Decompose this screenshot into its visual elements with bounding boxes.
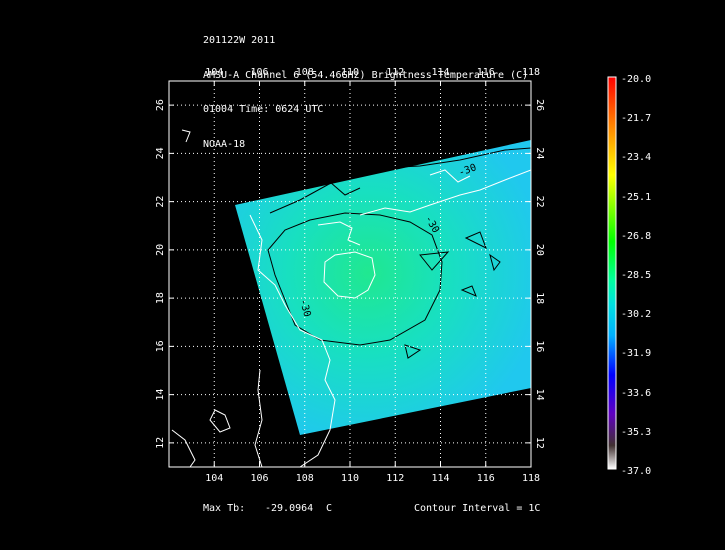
- lat-tick-label-left: 20: [155, 244, 166, 256]
- colorbar-label: -35.3: [621, 426, 652, 438]
- header-satellite: NOAA-18: [203, 138, 246, 150]
- colorbar-label: -30.2: [621, 309, 652, 321]
- lat-tick-label-right: 26: [534, 99, 545, 111]
- header-product: AMSU-A Channel 6 (54.46GHz) Brightness T…: [203, 69, 529, 81]
- lon-tick-label-bottom: 106: [250, 473, 268, 484]
- max-tb-unit: C: [326, 503, 333, 514]
- colorbar-label: -23.4: [621, 152, 652, 164]
- lon-tick-label-bottom: 110: [341, 473, 359, 484]
- lat-tick-label-right: 20: [534, 244, 545, 256]
- lon-tick-label-top: 108: [296, 67, 314, 78]
- axis-ticks: 104 104 106 106 108 108 110 110 112 112 114 114 116 1…: [155, 67, 545, 484]
- header: 201122W 2011 AMSU-A Channel 6 (54.46GHz)…: [203, 12, 528, 162]
- lat-tick-label-right: 18: [534, 292, 545, 304]
- contour-label: -30: [297, 298, 312, 318]
- max-tb-label: Max Tb:: [203, 503, 246, 514]
- lon-tick-label-bottom: 114: [431, 473, 449, 484]
- lon-tick-label-bottom: 104: [205, 473, 223, 484]
- lon-tick-label-top: 104: [205, 67, 223, 78]
- lat-lon-grid: [169, 81, 531, 467]
- lon-tick-label-top: 116: [477, 67, 495, 78]
- colorbar-label: -31.9: [621, 348, 652, 360]
- colorbar-label: -26.8: [621, 230, 652, 242]
- lon-tick-label-top: 106: [250, 67, 268, 78]
- brightness-temperature-swath: [235, 140, 531, 435]
- lon-tick-label-top: 118: [522, 67, 540, 78]
- contour-interval: Contour Interval = 1C: [414, 503, 541, 514]
- lon-tick-label-bottom: 118: [522, 473, 540, 484]
- lat-tick-label-right: 14: [534, 389, 545, 401]
- lon-tick-label-top: 114: [431, 67, 449, 78]
- lon-tick-label-top: 112: [386, 67, 404, 78]
- lat-tick-label-right: 16: [534, 340, 545, 352]
- header-time: 01004 Time: 0624 UTC: [203, 104, 324, 115]
- lat-tick-label-left: 24: [155, 147, 166, 159]
- lat-tick-label-left: 18: [155, 292, 166, 304]
- colorbar-label: -33.6: [621, 387, 652, 399]
- lon-tick-label-bottom: 112: [386, 473, 404, 484]
- colorbar: [607, 76, 617, 470]
- colorbar-label: -21.7: [621, 113, 652, 125]
- lon-tick-label-bottom: 116: [477, 473, 495, 484]
- header-title: 201122W 2011: [203, 35, 276, 46]
- lon-tick-label-top: 110: [341, 67, 359, 78]
- lon-tick-label-bottom: 108: [296, 473, 314, 484]
- lat-tick-label-left: 12: [155, 437, 166, 449]
- lat-tick-label-right: 12: [534, 437, 545, 449]
- colorbar-label: -28.5: [621, 270, 652, 281]
- colorbar-label: -20.0: [621, 74, 652, 85]
- lat-tick-label-right: 24: [534, 147, 545, 159]
- colorbar-label: -37.0: [621, 466, 652, 477]
- max-tb-value: -29.0964: [265, 503, 314, 514]
- lat-tick-label-left: 14: [155, 389, 166, 401]
- colorbar-label: -25.1: [621, 191, 652, 203]
- lat-tick-label-right: 22: [534, 196, 545, 208]
- lat-tick-label-left: 22: [155, 196, 166, 208]
- coastline: [171, 129, 531, 467]
- lat-tick-label-left: 16: [155, 340, 166, 352]
- lat-tick-label-left: 26: [155, 99, 166, 111]
